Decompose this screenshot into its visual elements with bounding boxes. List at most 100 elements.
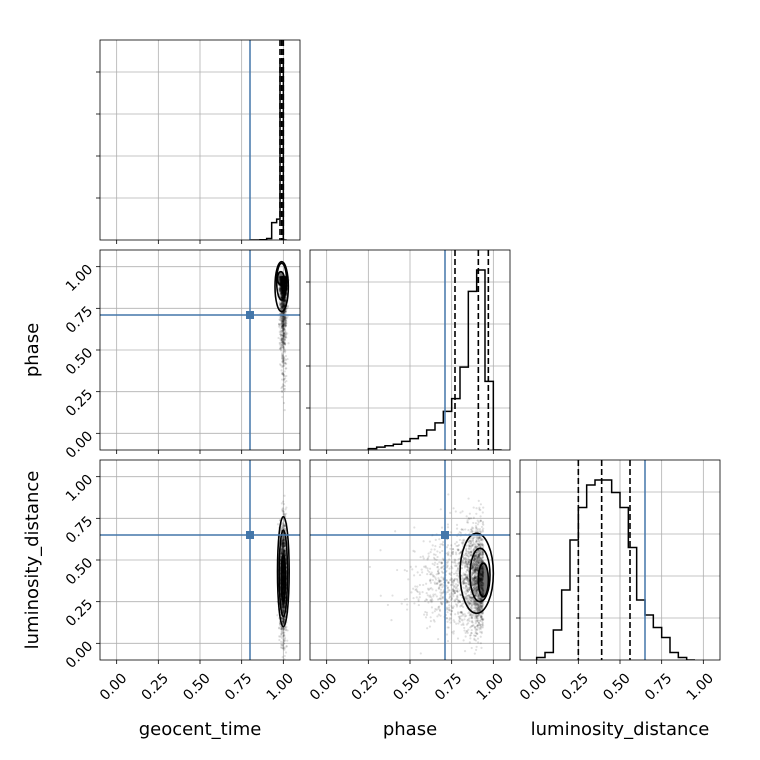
sample-point: [282, 316, 285, 319]
sample-point: [280, 305, 283, 308]
sample-point: [283, 550, 286, 553]
sample-point: [282, 287, 285, 290]
sample-point: [281, 291, 284, 295]
sample-point: [283, 361, 287, 364]
sample-point: [282, 287, 286, 290]
sample-point: [283, 550, 286, 554]
sample-point: [281, 286, 285, 290]
sample-point: [283, 328, 286, 331]
sample-point: [283, 284, 286, 287]
sample-point: [282, 290, 285, 293]
sample-point: [282, 288, 285, 291]
sample-point: [280, 287, 283, 290]
sample-point: [280, 305, 283, 308]
sample-point: [281, 288, 284, 291]
sample-point: [282, 288, 285, 291]
sample-point: [281, 291, 285, 295]
sample-point: [282, 286, 285, 289]
sample-point: [280, 630, 283, 634]
sample-point: [281, 343, 284, 346]
sample-point: [282, 359, 285, 362]
sample-point: [282, 302, 285, 305]
sample-point: [282, 286, 285, 289]
sample-point: [282, 523, 285, 527]
sample-point: [283, 384, 286, 388]
sample-point: [280, 292, 283, 295]
histogram-luminosity_distance: [535, 479, 695, 660]
sample-point: [281, 303, 284, 306]
sample-point: [281, 304, 284, 308]
sample-point: [284, 310, 287, 313]
sample-point: [282, 620, 285, 624]
sample-point: [281, 329, 284, 332]
sample-point: [283, 298, 286, 301]
sample-point: [281, 306, 284, 309]
sample-point: [282, 322, 285, 325]
sample-point: [281, 339, 284, 342]
sample-point: [283, 285, 286, 288]
sample-point: [282, 287, 285, 290]
sample-point: [279, 333, 282, 336]
sample-point: [283, 299, 286, 302]
sample-point: [284, 316, 287, 319]
sample-point: [282, 285, 285, 288]
sample-point: [279, 287, 283, 290]
sample-point: [281, 293, 284, 296]
sample-point: [465, 547, 468, 550]
sample-point: [284, 354, 288, 358]
sample-point: [281, 290, 285, 294]
sample-point: [282, 291, 285, 294]
sample-point: [283, 286, 286, 289]
sample-point: [282, 291, 285, 294]
sample-point: [282, 293, 285, 296]
sample-point: [282, 541, 285, 544]
sample-point: [281, 320, 285, 324]
sample-point: [280, 289, 284, 292]
sample-point: [280, 288, 283, 291]
sample-point: [282, 304, 286, 307]
sample-point: [279, 308, 283, 311]
sample-point: [284, 377, 287, 380]
sample-point: [281, 295, 284, 299]
sample-point: [278, 287, 281, 290]
sample-point: [284, 322, 287, 325]
sample-point: [282, 325, 285, 328]
sample-point: [281, 543, 285, 546]
sample-point: [279, 286, 282, 289]
sample-point: [279, 304, 282, 307]
sample-point: [281, 322, 284, 326]
sample-point: [281, 336, 284, 339]
scatter-panel-geocent_time-phase: [96, 249, 301, 454]
sample-point: [284, 627, 288, 630]
sample-point: [280, 372, 284, 376]
sample-point: [284, 336, 287, 339]
sample-point: [281, 291, 285, 295]
sample-point: [281, 294, 284, 297]
sample-point: [281, 288, 284, 291]
sample-point: [282, 289, 286, 293]
sample-point: [282, 547, 285, 550]
sample-point: [279, 287, 282, 290]
sample-point: [281, 294, 284, 297]
sample-point: [283, 286, 286, 289]
sample-point: [281, 622, 284, 625]
sample-point: [280, 287, 283, 290]
sample-point: [280, 627, 283, 631]
sample-point: [412, 597, 415, 600]
sample-point: [283, 286, 286, 289]
sample-point: [281, 300, 284, 303]
sample-point: [279, 290, 282, 293]
sample-point: [281, 305, 284, 308]
sample-point: [278, 289, 281, 292]
sample-point: [282, 342, 285, 345]
sample-point: [280, 325, 284, 328]
sample-point: [279, 345, 282, 348]
sample-point: [281, 327, 284, 330]
sample-point: [285, 336, 288, 339]
sample-point: [280, 344, 283, 347]
sample-point: [283, 322, 286, 325]
sample-point: [282, 285, 285, 288]
sample-point: [283, 387, 287, 390]
sample-point: [281, 341, 284, 345]
sample-point: [283, 619, 286, 622]
